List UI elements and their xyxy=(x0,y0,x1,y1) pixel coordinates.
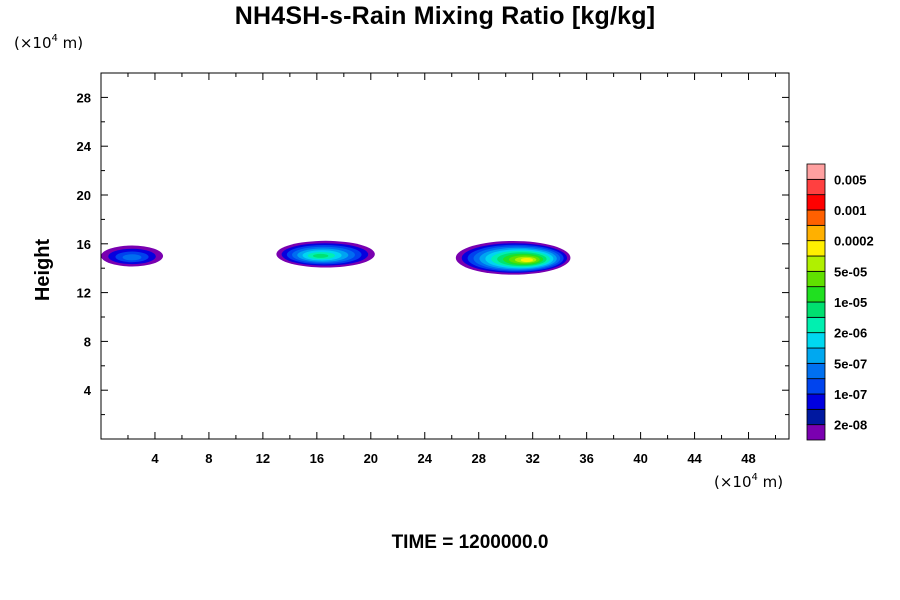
x-tick-label: 44 xyxy=(687,451,702,466)
colorbar-swatch xyxy=(806,424,826,441)
colorbar-label: 2e-08 xyxy=(834,418,867,433)
colorbar-label: 1e-05 xyxy=(834,295,867,310)
colorbar-label: 0.0002 xyxy=(834,234,874,249)
colorbar-swatch xyxy=(806,347,826,364)
cloud-contour xyxy=(520,257,533,262)
x-tick-label: 16 xyxy=(310,451,324,466)
colorbar-swatch xyxy=(806,332,826,349)
x-tick-label: 8 xyxy=(205,451,212,466)
colorbar-swatch xyxy=(806,178,826,196)
y-tick-label: 8 xyxy=(84,334,91,349)
time-label: TIME = 1200000.0 xyxy=(391,532,549,553)
y-axis-unit: (×104 m) xyxy=(14,33,84,52)
colorbar-swatch xyxy=(806,194,826,211)
x-tick-label: 40 xyxy=(633,451,647,466)
x-tick-label: 4 xyxy=(151,451,159,466)
colorbar-swatch xyxy=(806,286,826,303)
x-tick-label: 28 xyxy=(471,451,485,466)
x-tick-label: 24 xyxy=(418,451,433,466)
cloud-contour xyxy=(312,253,329,258)
colorbar-swatch xyxy=(806,163,826,180)
plot-frame xyxy=(100,72,790,440)
colorbar-label: 0.001 xyxy=(834,203,867,218)
cloud-contour xyxy=(122,254,142,261)
colorbar-swatch xyxy=(806,240,826,257)
cloud-region xyxy=(101,245,164,267)
y-tick-label: 20 xyxy=(77,188,91,203)
colorbar-label: 5e-05 xyxy=(834,264,867,279)
y-tick-label: 4 xyxy=(84,383,92,398)
x-tick-label: 48 xyxy=(741,451,755,466)
y-tick-label: 24 xyxy=(77,139,92,154)
colorbar-swatch xyxy=(806,255,826,272)
cloud-region xyxy=(276,240,375,268)
x-tick-label: 20 xyxy=(364,451,378,466)
colorbar-label: 0.005 xyxy=(834,172,867,187)
chart-title: NH4SH-s-Rain Mixing Ratio [kg/kg] xyxy=(234,2,656,30)
cloud-layer xyxy=(101,240,571,275)
cloud-region xyxy=(455,240,571,275)
colorbar-swatch xyxy=(806,393,826,410)
colorbar-swatch xyxy=(806,378,826,395)
x-tick-label: 36 xyxy=(579,451,593,466)
colorbar-swatch xyxy=(806,301,826,318)
colorbar-swatch xyxy=(806,316,826,334)
colorbar: 2e-08 1e-07 5e-07 2e-06 1e-05 5e-05 0.0002 0.00… xyxy=(806,163,874,441)
colorbar-swatch xyxy=(806,224,826,242)
colorbar-label: 5e-07 xyxy=(834,356,867,371)
colorbar-label: 2e-06 xyxy=(834,326,867,341)
x-tick-label: 12 xyxy=(256,451,270,466)
y-tick-label: 28 xyxy=(77,90,91,105)
x-axis-unit: (×104 m) xyxy=(714,472,784,491)
x-tick-label: 32 xyxy=(525,451,539,466)
y-tick-label: 16 xyxy=(77,237,91,252)
colorbar-swatch xyxy=(806,408,826,426)
y-tick-label: 12 xyxy=(77,286,91,301)
colorbar-swatch xyxy=(806,209,826,226)
colorbar-swatch xyxy=(806,270,826,288)
colorbar-label: 1e-07 xyxy=(834,387,867,402)
colorbar-swatch xyxy=(806,362,826,380)
